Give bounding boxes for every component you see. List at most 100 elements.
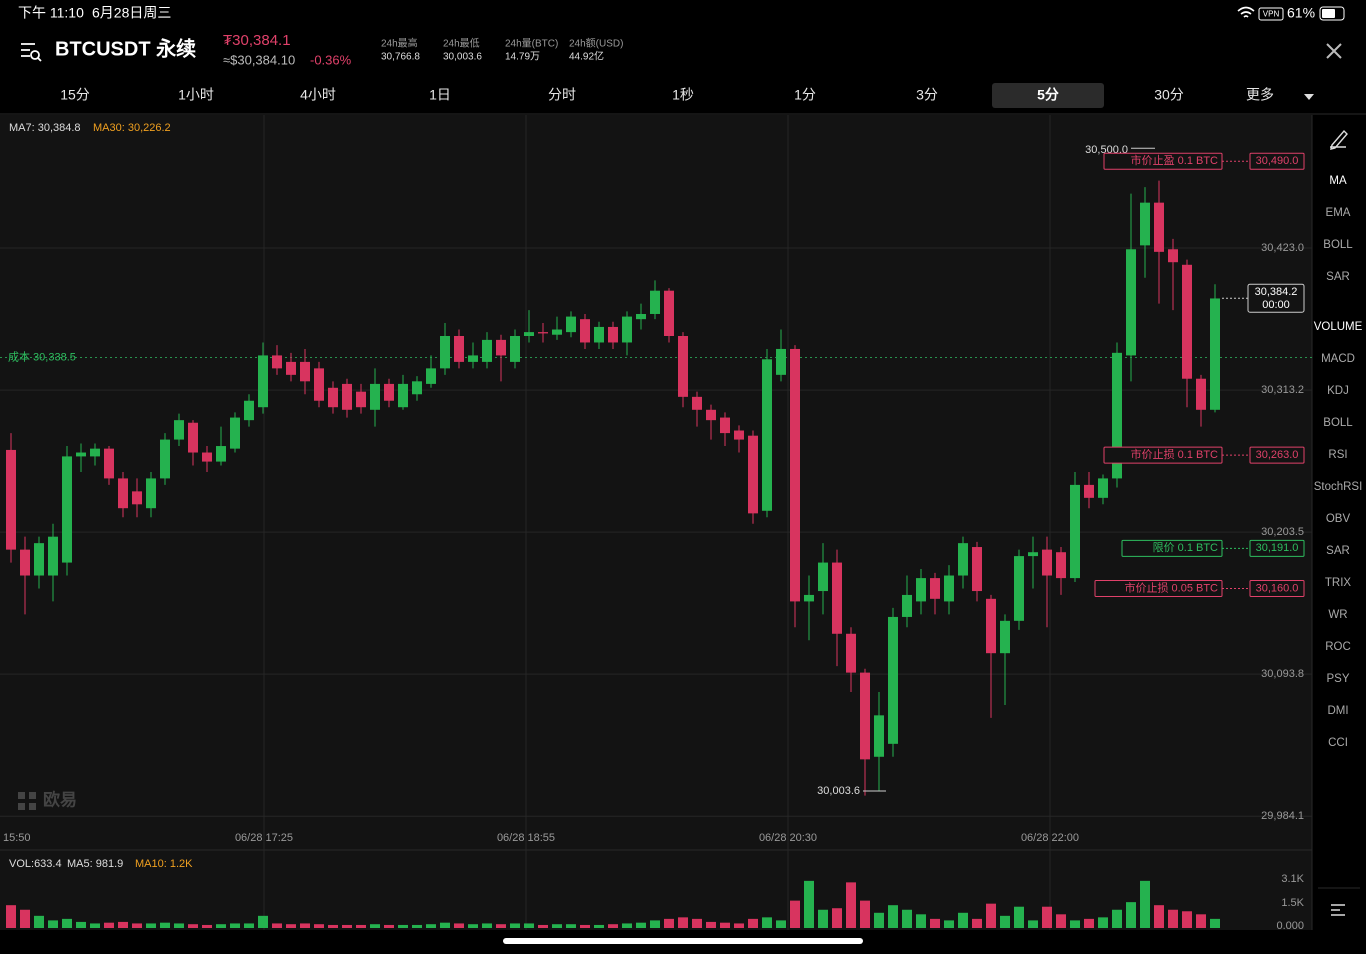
order-label[interactable]: 市价止盈 0.1 BTC: [1131, 153, 1218, 167]
candle-body: [426, 368, 436, 384]
indicator-tool[interactable]: BOLL: [1323, 239, 1353, 251]
status-time: 下午 11:10: [18, 5, 84, 21]
menu-icon[interactable]: [21, 43, 42, 62]
candle-body: [958, 543, 968, 576]
volume-bar: [62, 918, 72, 928]
indicator-tool[interactable]: SAR: [1326, 271, 1350, 283]
volume-bar: [104, 922, 114, 928]
volume-bar: [860, 900, 870, 928]
symbol[interactable]: BTCUSDT 永续: [55, 36, 196, 60]
volume-bar: [328, 924, 338, 928]
volume-bar: [76, 921, 86, 928]
volume-bar: [482, 923, 492, 928]
candle-body: [188, 422, 198, 453]
volume-bar: [286, 924, 296, 928]
watermark-logo: [18, 792, 36, 810]
order-price: 30,160.0: [1256, 582, 1299, 594]
indicator-tool[interactable]: KDJ: [1327, 385, 1349, 397]
timeframe-tab[interactable]: 更多: [1246, 87, 1274, 103]
volume-bar: [118, 921, 128, 928]
candle-body: [692, 396, 702, 410]
candle-body: [832, 562, 842, 634]
timeframe-tab[interactable]: 4小时: [300, 87, 336, 103]
status-date: 6月28日周三: [92, 5, 171, 21]
candle-body: [356, 391, 366, 408]
indicator-tool[interactable]: WR: [1328, 609, 1347, 621]
ma7-legend: MA7: 30,384.8: [9, 122, 81, 134]
y-tick-label: 30,423.0: [1261, 242, 1304, 254]
volume-bar: [440, 922, 450, 928]
indicator-tool[interactable]: OBV: [1326, 513, 1351, 525]
candle-body: [468, 355, 478, 362]
volume-bar: [202, 924, 212, 928]
draw-tool[interactable]: [1330, 129, 1348, 150]
settings-icon[interactable]: [1331, 904, 1345, 916]
volume-bar: [1028, 920, 1038, 928]
volume-bar: [930, 918, 940, 928]
order-label[interactable]: 限价 0.1 BTC: [1153, 541, 1218, 554]
timeframe-tab[interactable]: 3分: [916, 87, 938, 103]
close-button[interactable]: [1326, 43, 1342, 59]
candle-body: [272, 355, 282, 369]
volume-bar: [496, 924, 506, 928]
y-tick-label: 30,203.5: [1261, 526, 1304, 538]
vpn: VPN: [1263, 10, 1280, 19]
timeframe-tab[interactable]: 15分: [60, 87, 90, 103]
cost-label: 成本 30,338.5: [8, 349, 76, 363]
timeframe-tab[interactable]: 1小时: [178, 87, 214, 103]
time-label: 15:50: [3, 832, 31, 844]
indicator-tool[interactable]: VOLUME: [1314, 321, 1363, 333]
indicator-tool[interactable]: RSI: [1328, 449, 1347, 461]
candle-body: [1196, 378, 1206, 410]
timeframe-tab[interactable]: 5分: [1037, 87, 1059, 103]
candle-body: [916, 578, 926, 602]
candle-body: [454, 336, 464, 362]
order-label[interactable]: 市价止损 0.1 BTC: [1131, 447, 1218, 461]
timeframe-tab[interactable]: 30分: [1154, 87, 1184, 103]
active-timeframe-bg: [992, 83, 1104, 108]
indicator-tool[interactable]: CCI: [1328, 737, 1348, 749]
current-price-box: [1247, 283, 1305, 313]
candle-body: [580, 319, 590, 343]
volume-bar: [650, 920, 660, 928]
indicator-tool[interactable]: MACD: [1321, 353, 1355, 365]
order-price-box: [1249, 446, 1305, 464]
volume-bar: [958, 912, 968, 928]
volume-bar: [454, 923, 464, 928]
stat-label: 24h量(BTC): [505, 38, 558, 50]
timeframe-tab[interactable]: 1分: [794, 87, 816, 103]
volume-bar: [972, 918, 982, 928]
indicator-tool[interactable]: DMI: [1327, 705, 1348, 717]
volume-bar: [342, 924, 352, 928]
indicator-tool[interactable]: PSY: [1326, 673, 1349, 685]
order-price: 30,263.0: [1256, 449, 1299, 461]
volume-bar: [874, 912, 884, 928]
more-arrow[interactable]: [1304, 94, 1314, 100]
indicator-tool[interactable]: SAR: [1326, 545, 1350, 557]
candle-body: [202, 452, 212, 462]
order-label[interactable]: 市价止损 0.05 BTC: [1124, 580, 1218, 594]
timeframe-tab[interactable]: 1秒: [672, 87, 694, 103]
indicator-tool[interactable]: EMA: [1326, 207, 1351, 219]
indicator-tool[interactable]: BOLL: [1323, 417, 1353, 429]
candle-body: [34, 543, 44, 576]
candle-body: [230, 417, 240, 449]
volume-bar: [398, 924, 408, 928]
indicator-tool[interactable]: ROC: [1325, 641, 1351, 653]
indicator-tool[interactable]: StochRSI: [1314, 481, 1363, 493]
candle-body: [524, 332, 534, 337]
volume-bar: [174, 923, 184, 928]
candle-body: [440, 336, 450, 369]
indicator-tool[interactable]: TRIX: [1325, 577, 1352, 589]
candle-body: [552, 329, 562, 335]
volume-bar: [146, 923, 156, 928]
indicator-tool[interactable]: MA: [1329, 175, 1347, 187]
volume-bar: [524, 923, 534, 928]
candle-body: [132, 491, 142, 505]
timeframe-tab[interactable]: 1日: [429, 87, 451, 103]
volume-bar: [552, 924, 562, 928]
last-price: ₮30,384.1: [223, 32, 291, 49]
candle-body: [118, 478, 128, 509]
timeframe-tab[interactable]: 分时: [548, 87, 576, 103]
